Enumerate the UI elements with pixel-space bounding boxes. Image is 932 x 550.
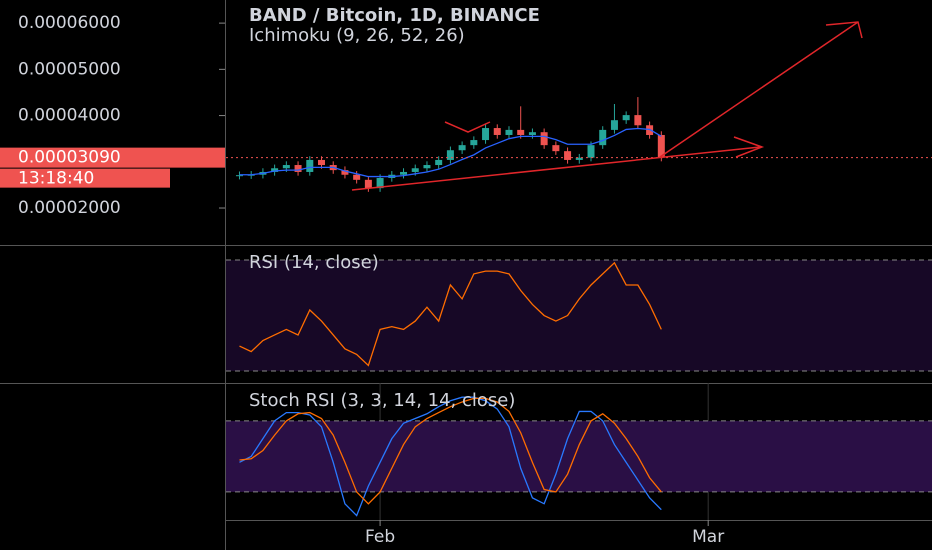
candle-body — [294, 165, 302, 172]
candle-body — [482, 128, 490, 141]
candle-body — [423, 165, 431, 169]
stoch-line — [239, 397, 662, 505]
band-fill — [226, 420, 932, 492]
trend-line — [351, 146, 761, 191]
candle-body — [493, 128, 501, 135]
marks — [226, 97, 932, 520]
trend-line — [659, 21, 859, 158]
rsi-line — [239, 261, 662, 367]
candle-body — [610, 120, 618, 130]
candle-body — [552, 145, 560, 152]
candle-body — [306, 159, 314, 172]
arrow-head — [733, 136, 765, 158]
candle-body — [364, 179, 372, 189]
x-mark — [444, 121, 491, 133]
y-tick-label: 0.00004000 — [18, 106, 121, 126]
last-price-box — [0, 147, 225, 168]
rsi-title: RSI (14, close) — [249, 252, 379, 273]
candle-body — [341, 170, 349, 175]
chart-title: BAND / Bitcoin, 1D, BINANCE — [249, 5, 540, 26]
candle-body — [517, 129, 525, 135]
stoch-title: Stoch RSI (3, 3, 14, 14, close) — [249, 390, 515, 411]
candle-body — [318, 159, 326, 166]
candle-body — [271, 168, 279, 172]
candle-body — [282, 165, 290, 169]
candle-body — [587, 145, 595, 158]
candle-body — [634, 115, 642, 126]
candle-body — [540, 132, 548, 146]
ichimoku-line — [239, 127, 662, 178]
stoch-line — [239, 396, 662, 517]
candle-body — [599, 129, 607, 146]
candle-body — [376, 177, 384, 189]
y-tick-label: 0.00002000 — [18, 198, 121, 218]
y-tick-label: 0.00005000 — [18, 59, 121, 79]
candle-body — [505, 129, 513, 135]
candle-body — [353, 174, 361, 180]
countdown-box — [0, 168, 170, 188]
candle-body — [458, 145, 466, 151]
candle-body — [446, 150, 454, 160]
candle-body — [575, 157, 583, 160]
candle-body — [657, 134, 665, 158]
y-tick-label: 0.00006000 — [18, 13, 121, 33]
last-price-label: 0.00003090 — [18, 148, 121, 168]
candle-body — [235, 175, 243, 177]
candle-body — [622, 115, 630, 121]
indicator-label: Ichimoku (9, 26, 52, 26) — [249, 25, 465, 46]
drawings — [351, 21, 863, 191]
candle-body — [411, 168, 419, 172]
candle-body — [470, 140, 478, 146]
candle-body — [435, 159, 443, 166]
band-fill — [226, 259, 932, 372]
candle-body — [400, 171, 408, 175]
candle-body — [528, 132, 536, 135]
candle-body — [564, 151, 572, 160]
arrow-head — [825, 21, 863, 39]
x-tick-label: Feb — [365, 527, 395, 547]
countdown-label: 13:18:40 — [18, 169, 94, 189]
x-tick-label: Mar — [692, 527, 724, 547]
